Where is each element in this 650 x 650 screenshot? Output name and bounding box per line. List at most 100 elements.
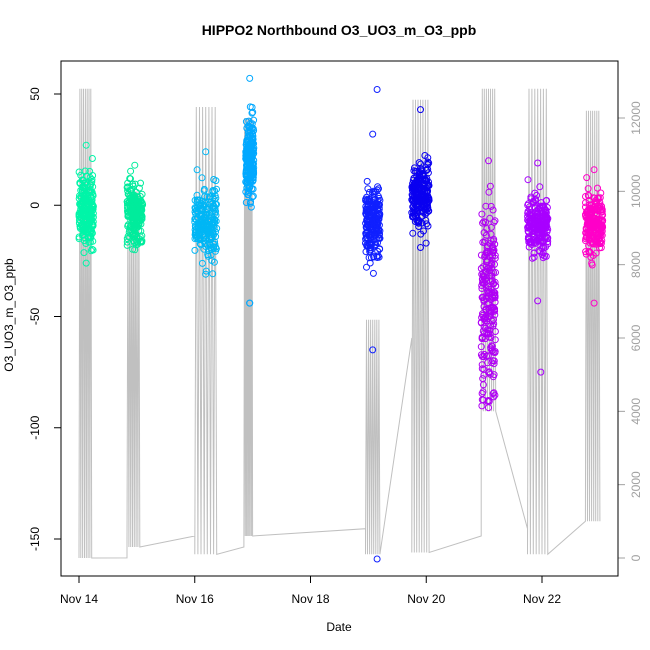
data-point (486, 182, 494, 190)
data-point (480, 229, 488, 237)
data-point (479, 238, 487, 246)
data-point (363, 197, 371, 205)
data-point (477, 318, 485, 326)
data-point (131, 193, 139, 201)
series-flight-3 (191, 148, 221, 278)
data-point (192, 206, 200, 214)
data-point (202, 267, 210, 275)
data-point (478, 314, 486, 321)
data-point (375, 230, 383, 238)
data-point (582, 229, 590, 237)
data-point (246, 150, 254, 158)
data-point (424, 154, 432, 162)
data-point (207, 244, 215, 251)
data-point (530, 239, 538, 247)
data-point-outlier (537, 368, 545, 376)
data-point (196, 212, 204, 219)
data-point (195, 220, 203, 228)
data-point (478, 361, 486, 369)
data-point (584, 207, 592, 215)
data-point (540, 218, 548, 226)
data-point (83, 221, 91, 229)
data-point (248, 109, 256, 117)
data-point (366, 259, 374, 267)
data-point-max (82, 141, 90, 149)
data-point (376, 234, 384, 242)
data-point (246, 146, 254, 154)
data-point (422, 216, 430, 224)
x-tick-label: Nov 16 (176, 592, 214, 606)
data-point (135, 210, 142, 218)
data-point (535, 237, 543, 245)
data-point (210, 196, 218, 203)
data-point (80, 249, 88, 257)
axes-layer: 50 0 -50 -100 -150 Nov 14 Nov 16 Nov 18 Nov 20 No… (28, 87, 643, 606)
data-point (489, 206, 497, 214)
data-point (524, 176, 532, 184)
data-points-layer (75, 74, 607, 563)
data-point (597, 238, 604, 246)
data-point (524, 200, 532, 208)
data-point (364, 227, 372, 235)
data-point (423, 220, 431, 228)
data-point (530, 249, 538, 257)
data-point (410, 202, 418, 210)
data-point (86, 212, 94, 220)
data-point (414, 218, 422, 226)
data-point (244, 133, 252, 141)
data-point (250, 116, 258, 124)
data-point (364, 185, 372, 193)
data-point-max (202, 148, 210, 156)
data-point (582, 248, 590, 256)
data-point (415, 223, 423, 230)
data-point (375, 215, 383, 223)
y-tick-label: -100 (28, 415, 42, 439)
secondary-tick-label: 2000 (629, 471, 643, 498)
data-point (77, 192, 85, 200)
data-point (364, 196, 372, 204)
data-point-min (202, 270, 210, 278)
data-point (87, 230, 95, 238)
data-point (483, 352, 490, 360)
data-point (88, 176, 96, 183)
data-point (87, 247, 95, 255)
data-point (80, 237, 88, 245)
data-point (248, 193, 256, 201)
data-point (536, 183, 544, 191)
data-point (89, 203, 97, 211)
x-tick-label: Nov 20 (407, 592, 445, 606)
data-point (76, 224, 84, 232)
data-point-min (131, 246, 139, 254)
chart-title: HIPPO2 Northbound O3_UO3_m_O3_ppb (202, 22, 477, 38)
data-point (583, 233, 591, 241)
secondary-tick-label: 0 (629, 554, 643, 561)
data-point (488, 317, 496, 325)
data-point (587, 253, 595, 261)
secondary-tick-label: 12000 (629, 101, 643, 135)
series-flight-1 (75, 141, 97, 267)
secondary-tick-label: 6000 (629, 324, 643, 351)
data-point (367, 254, 375, 262)
data-point (486, 262, 494, 270)
data-point (80, 193, 88, 201)
data-point (206, 217, 214, 225)
data-point (368, 241, 375, 249)
data-point (415, 189, 423, 197)
data-point (205, 201, 212, 209)
data-point (76, 179, 84, 187)
data-point (542, 252, 550, 260)
data-point (127, 167, 135, 175)
data-point (585, 196, 593, 204)
data-point (250, 150, 257, 158)
data-point (583, 174, 591, 182)
y-tick-label: 50 (28, 87, 42, 101)
secondary-tick-label: 8000 (629, 251, 643, 278)
data-point (542, 197, 550, 205)
data-point (491, 291, 499, 299)
data-point (131, 180, 139, 188)
data-point (207, 231, 215, 238)
data-point (196, 240, 204, 247)
data-point (484, 287, 491, 295)
